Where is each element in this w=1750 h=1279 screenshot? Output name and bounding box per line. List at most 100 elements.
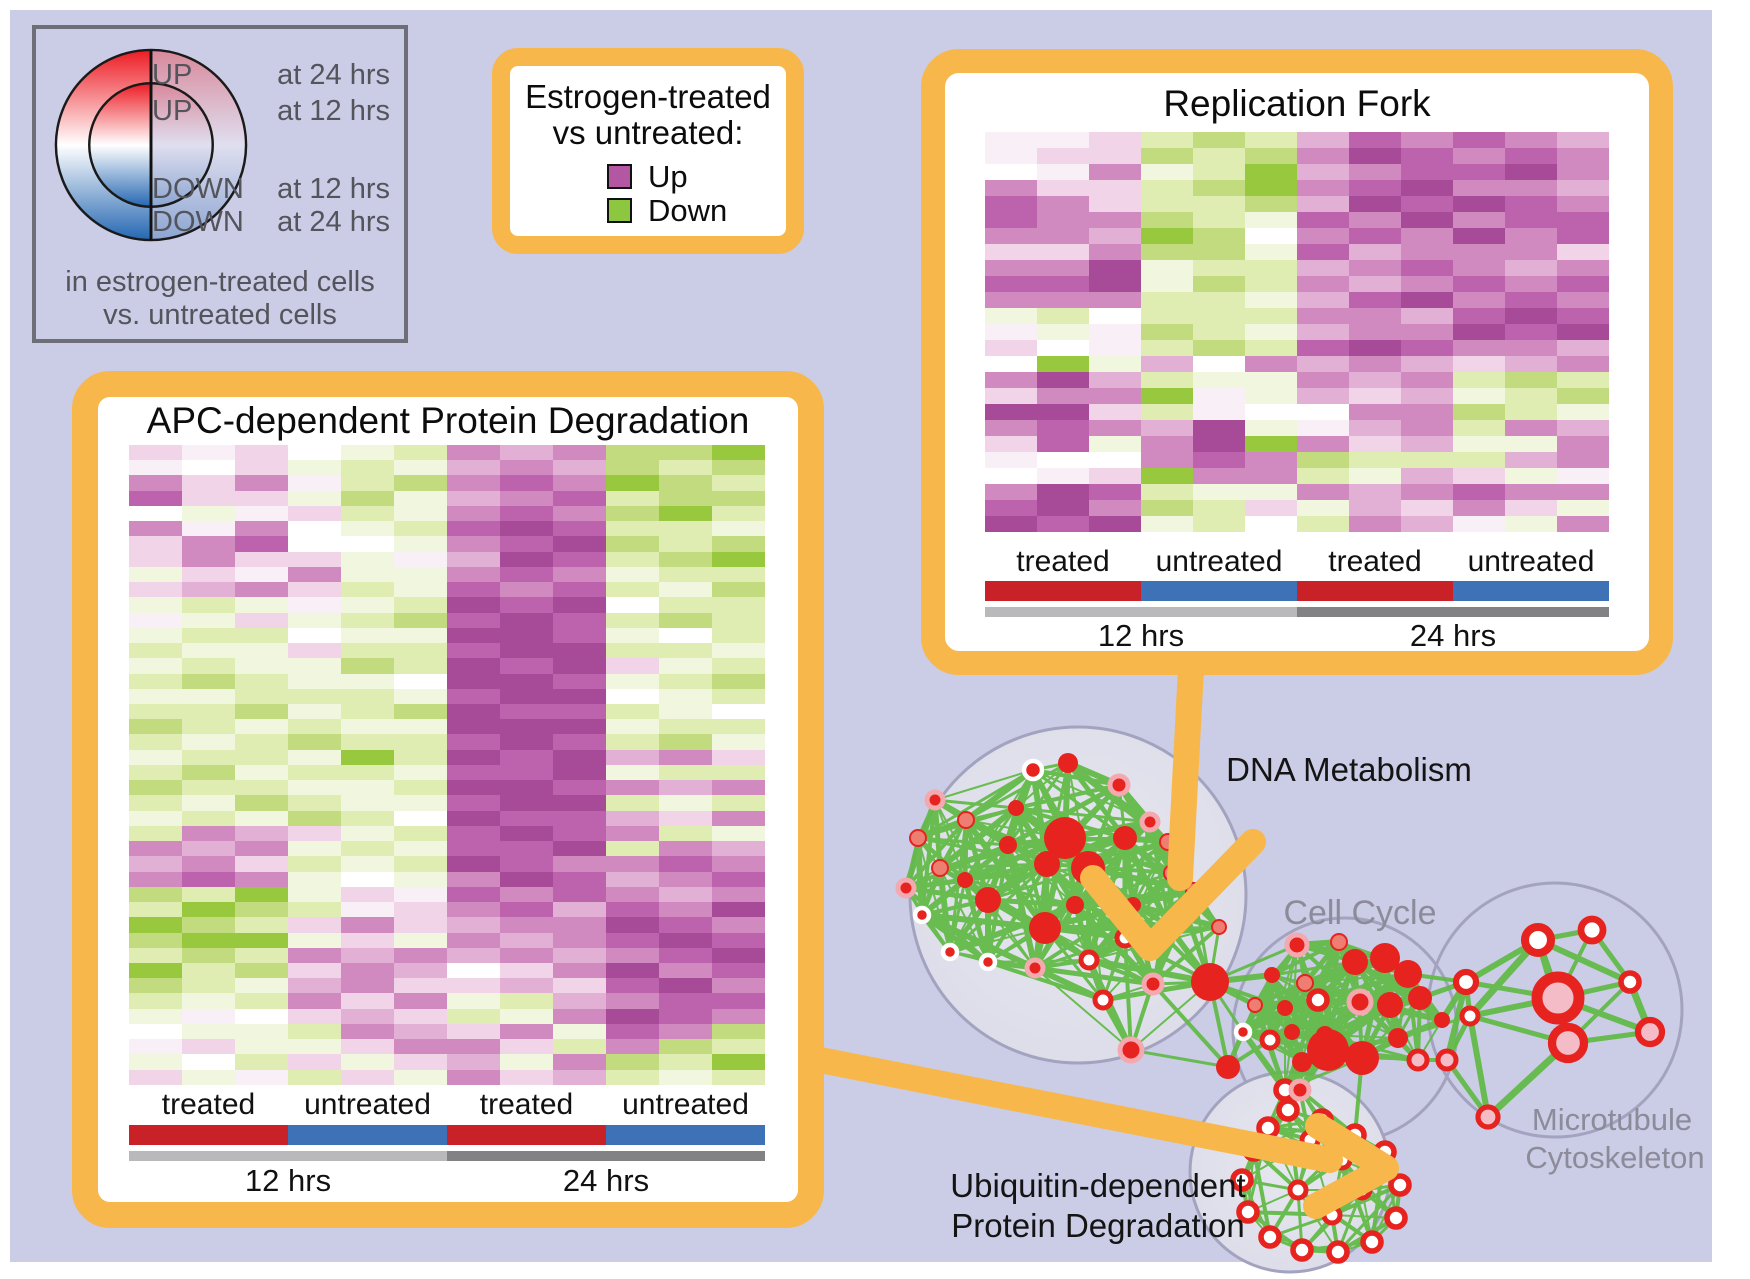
heatmap-cell [712,1039,765,1055]
heatmap-cell [1089,212,1141,228]
heatmap-cell [712,658,765,674]
heatmap-cell [659,780,712,796]
heatmap-cell [129,871,182,887]
heatmap-cell [553,886,606,903]
apc-title: APC-dependent Protein Degradation [146,400,750,441]
heatmap-cell [341,978,394,994]
heatmap-cell [1557,356,1609,372]
heatmap-cell [235,734,288,750]
heatmap-cell [985,292,1037,308]
heatmap-cell [341,825,394,842]
heatmap-cell [1297,356,1349,372]
heatmap-cell [394,1023,447,1040]
heatmap-cell [1349,468,1401,484]
heatmap-cell [1141,308,1193,324]
heatmap-cell [1505,260,1557,276]
heatmap-cell [1245,148,1297,164]
heatmap-row [129,627,765,644]
heatmap-cell [985,420,1037,436]
dir-down-24: DOWN [152,206,244,238]
heatmap-cell [553,703,606,720]
heatmap-cell [1401,276,1453,292]
heatmap-cell [1141,340,1193,356]
gene-node [1211,919,1227,935]
gene-node [1044,817,1086,859]
heatmap-cell [341,1039,394,1055]
heatmap-cell [659,917,712,933]
up-label: Up [648,159,688,194]
heatmap-cell [129,917,182,933]
heatmap-cell [1349,436,1401,452]
heatmap-cell [1349,292,1401,308]
network-edge [1034,967,1132,1051]
heatmap-cell [1453,148,1505,164]
heatmap-cell [447,445,500,461]
heatmap-cell [500,917,553,933]
heatmap-cell [500,597,553,613]
gene-node [1117,1036,1145,1064]
heatmap-cell [659,886,712,903]
heatmap-cell [659,612,712,628]
heatmap-cell [985,372,1037,388]
heatmap-cell [500,825,553,842]
heatmap-cell [1453,420,1505,436]
heatmap-cell [129,841,182,857]
heatmap-cell [341,536,394,552]
gene-node [1296,974,1314,992]
heatmap-cell [1193,340,1245,356]
gene-node [1034,851,1060,877]
heatmap-cell [129,886,182,903]
heatmap-cell [500,841,553,857]
heatmap-cell [182,993,235,1009]
network-edge [962,877,991,965]
heatmap-cell [341,871,394,887]
heatmap-cell [1193,420,1245,436]
gene-node [1577,915,1607,945]
heatmap-cell [1505,420,1557,436]
heatmap-cell [182,780,235,796]
gene-node [1360,1230,1384,1254]
apc-time-bar [129,1151,765,1161]
heatmap-cell [606,962,659,979]
gene-node [999,836,1017,854]
heatmap-cell [659,658,712,674]
heatmap-cell [1453,196,1505,212]
gene-node [931,859,949,877]
heatmap-cell [500,749,553,765]
heatmap-cell [553,947,606,963]
heatmap-cell [182,871,235,887]
heatmap-cell [553,962,606,979]
heatmap-cell [606,673,659,689]
heatmap-cell [129,551,182,567]
heatmap-cell [182,688,235,704]
heatmap-cell [447,703,500,720]
heatmap-cell [235,825,288,842]
heatmap-cell [1557,148,1609,164]
heatmap-cell [447,612,500,628]
faded-right-half [151,49,247,241]
heatmap-cell [500,475,553,491]
heatmap-row [129,810,765,826]
heatmap-cell [985,500,1037,516]
heatmap-cell [659,445,712,461]
heatmap-cell [1089,356,1141,372]
heatmap-cell [1505,436,1557,452]
heatmap-cell [712,947,765,963]
gene-node [1394,960,1422,988]
heatmap-cell [1505,164,1557,180]
heatmap-cell [1141,388,1193,404]
heatmap-cell [1349,308,1401,324]
heatmap-cell [985,484,1037,500]
heatmap-cell [182,445,235,461]
heatmap-cell [1297,324,1349,340]
heatmap-cell [500,764,553,781]
heatmap-cell [606,1008,659,1024]
heatmap-cell [447,719,500,735]
heatmap-cell [394,673,447,689]
heatmap-cell [1297,516,1349,532]
condition-bar-segment [985,581,1141,601]
gene-node [940,942,960,962]
heatmap-cell [659,597,712,613]
heatmap-cell [1245,228,1297,244]
